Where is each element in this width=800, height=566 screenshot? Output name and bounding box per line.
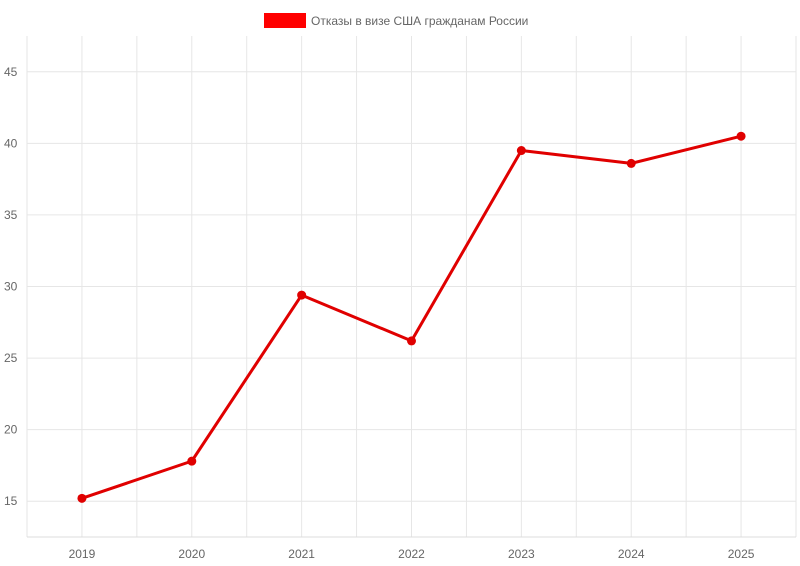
y-tick-label: 15 xyxy=(4,494,18,508)
grid xyxy=(26,36,797,538)
data-point[interactable] xyxy=(407,336,416,346)
data-point[interactable] xyxy=(187,456,197,466)
legend-label: Отказы в визе США гражданам России xyxy=(311,14,528,28)
x-tick-label: 2019 xyxy=(69,547,96,561)
x-tick-label: 2022 xyxy=(398,547,425,561)
y-tick-label: 25 xyxy=(4,351,18,365)
x-axis: 2019 2020 2021 2022 2023 2024 2025 xyxy=(69,547,755,561)
x-tick-label: 2021 xyxy=(288,547,315,561)
x-tick-label: 2023 xyxy=(508,547,535,561)
y-tick-label: 40 xyxy=(4,136,18,150)
y-tick-label: 20 xyxy=(4,423,18,437)
data-point[interactable] xyxy=(736,131,746,141)
legend-swatch xyxy=(264,13,306,28)
x-tick-label: 2025 xyxy=(728,547,755,561)
legend[interactable]: Отказы в визе США гражданам России xyxy=(264,13,528,28)
x-tick-label: 2020 xyxy=(178,547,205,561)
data-point[interactable] xyxy=(77,493,87,503)
data-point[interactable] xyxy=(516,146,526,156)
data-point[interactable] xyxy=(297,290,307,300)
x-tick-label: 2024 xyxy=(618,547,645,561)
y-tick-label: 35 xyxy=(4,208,18,222)
series xyxy=(77,131,746,503)
y-axis: 15 20 25 30 35 40 45 xyxy=(4,65,18,508)
y-tick-label: 30 xyxy=(4,280,18,294)
y-tick-label: 45 xyxy=(4,65,18,79)
data-point[interactable] xyxy=(626,158,636,168)
